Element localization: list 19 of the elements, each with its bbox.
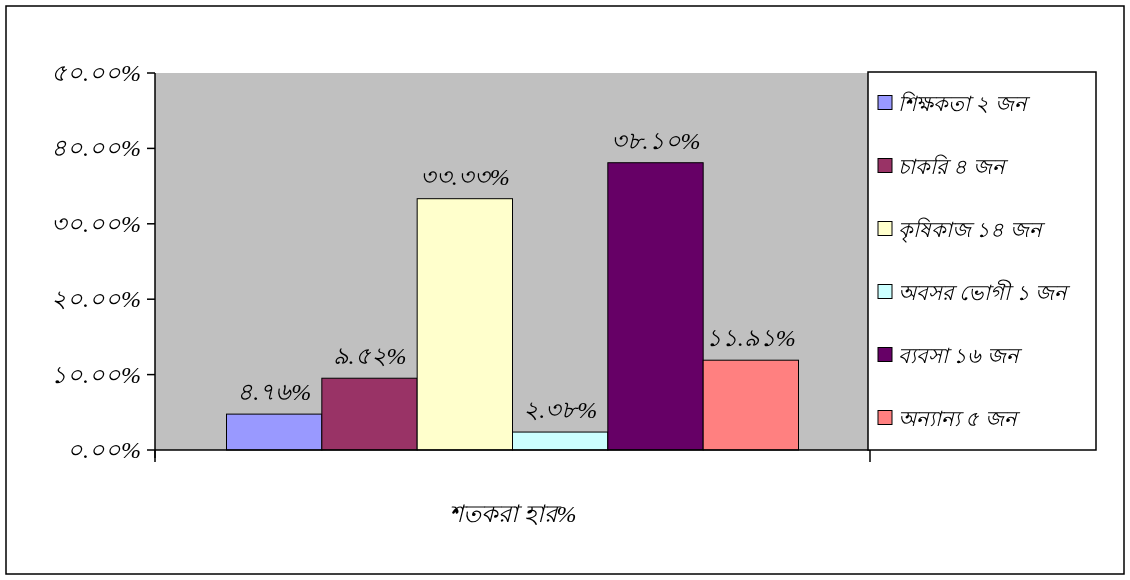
data-label: ৩৮.১০% [610,127,701,154]
legend-label: চাকরি ৪ জন [898,153,1009,179]
data-label: ৯.৫২% [332,343,407,370]
data-label: ৪.৭৬% [237,379,312,406]
legend-label: ব্যবসা ১৬ জন [898,343,1023,368]
y-tick-label: ১০.০০% [51,361,141,388]
y-tick-label: ৩০.০০% [51,210,141,237]
y-tick-label: ০.০০% [67,437,141,463]
x-tick-label: শতকরা হার% [448,501,577,527]
y-tick-label: ৪০.০০% [51,135,141,162]
legend-label: কৃষিকাজ ১৪ জন [898,216,1046,243]
legend-label: অন্যান্য ৫ জন [898,406,1021,431]
y-tick-label: ৫০.০০% [51,60,141,86]
legend-label: শিক্ষকতা ২ জন [898,90,1031,116]
data-label: ১১.৯১% [705,325,796,352]
data-label: ২.৩৮% [523,397,598,424]
y-tick-label: ২০.০০% [51,286,141,313]
legend-label: অবসর ভোগী ১ জন [898,278,1071,305]
data-label: ৩৩.৩৩% [419,163,510,190]
